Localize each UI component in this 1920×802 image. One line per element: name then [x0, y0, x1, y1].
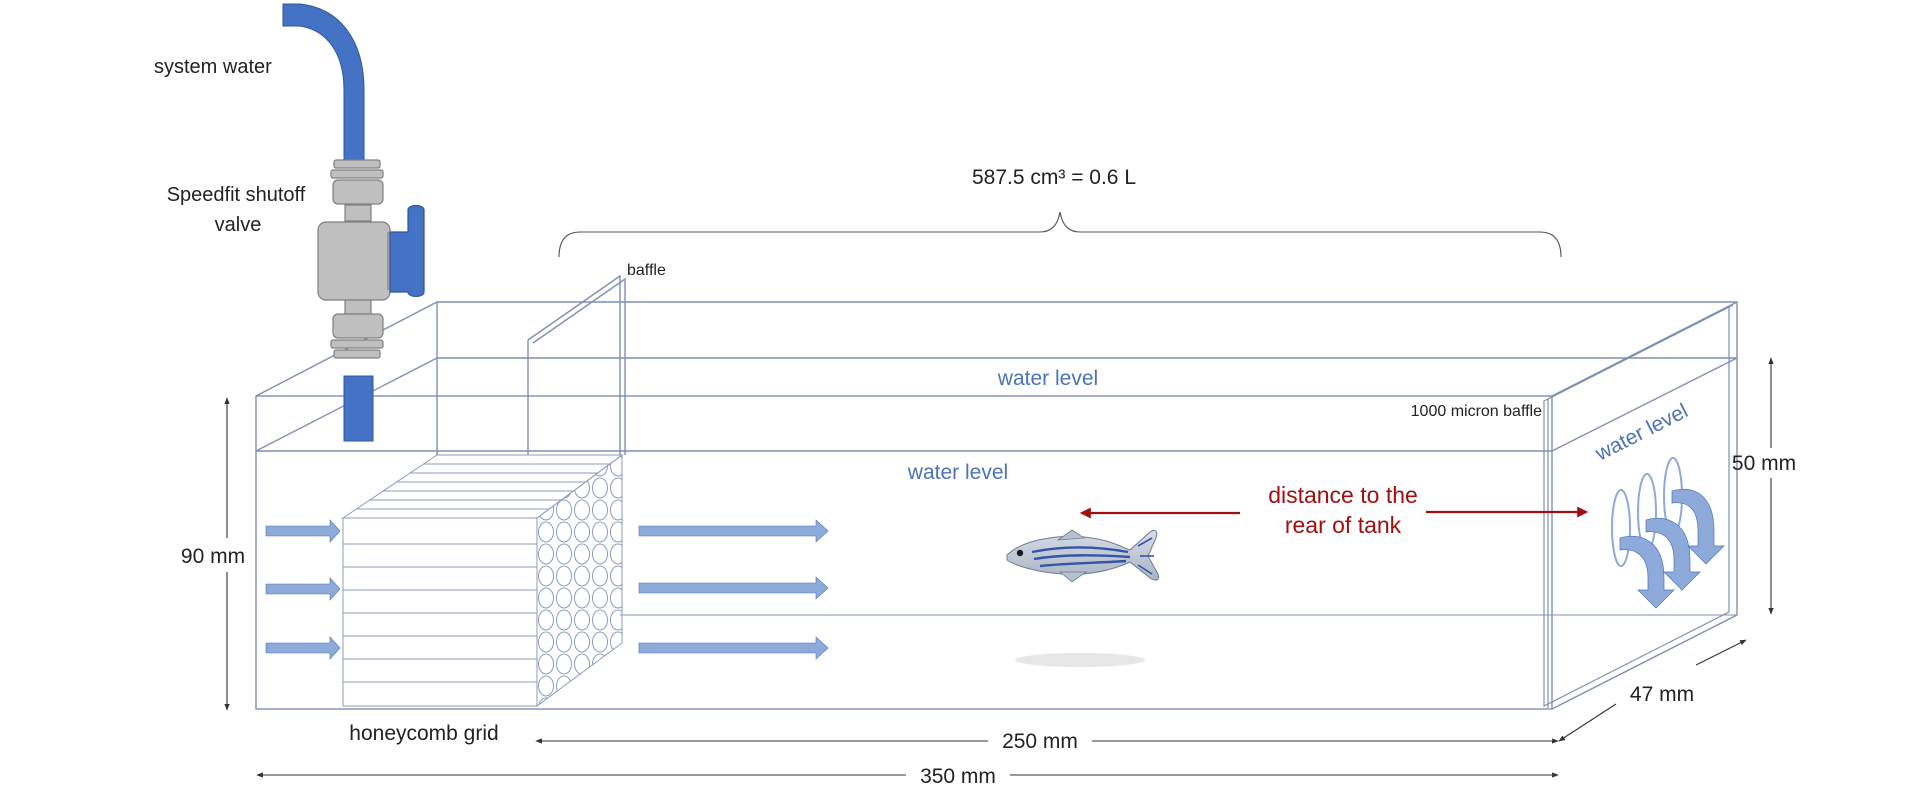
distance-label-line1: distance to the — [1268, 482, 1418, 508]
volume-label: 587.5 cm³ = 0.6 L — [972, 166, 1136, 189]
outflow-arrow-1 — [638, 519, 829, 543]
height-50mm-label: 50 mm — [1732, 452, 1796, 475]
shutoff-valve-icon — [317, 159, 425, 359]
inflow-arrows — [265, 519, 829, 660]
outflow-arrow-2 — [638, 576, 829, 600]
micron-baffle-label: 1000 micron baffle — [1411, 403, 1542, 420]
outflow-arrow-3 — [638, 636, 829, 660]
water-level-front-label: water level — [907, 461, 1008, 484]
curved-arrow-1 — [1619, 535, 1675, 609]
system-water-pipe — [282, 3, 374, 442]
honeycomb-grid — [341, 454, 624, 707]
distance-arrows — [1079, 506, 1589, 519]
curved-arrow-2 — [1645, 517, 1701, 591]
outlet-curved-arrows — [1611, 457, 1725, 609]
system-water-label: system water — [154, 56, 272, 78]
zebrafish-icon — [1006, 529, 1159, 667]
tank-edge-top-left — [255, 301, 438, 397]
depth-47mm-label: 47 mm — [1630, 683, 1694, 706]
inflow-arrow-3 — [265, 636, 341, 660]
tank-edge-bottom-right — [1551, 614, 1738, 710]
water-level-back-label: water level — [997, 367, 1098, 390]
inflow-arrow-1 — [265, 519, 341, 543]
inflow-arrow-2 — [265, 577, 341, 601]
dim-47mm-lower — [1558, 703, 1617, 742]
length-350mm-label: 350 mm — [920, 765, 996, 788]
baffle-label: baffle — [627, 262, 666, 279]
valve-label-line2: valve — [215, 214, 262, 236]
tank-front-face — [255, 395, 1553, 710]
water-line-right-depth — [1551, 357, 1738, 452]
length-250mm-label: 250 mm — [1002, 730, 1078, 753]
distance-label-line2: rear of tank — [1285, 512, 1402, 538]
honeycomb-grid-label: honeycomb grid — [349, 722, 498, 745]
tank-edge-top-right — [1551, 301, 1738, 397]
water-level-right-label: water level — [1591, 399, 1692, 466]
dim-47mm-upper — [1695, 639, 1747, 666]
tank — [255, 301, 1738, 710]
height-90mm-label: 90 mm — [181, 545, 245, 568]
volume-brace — [558, 211, 1562, 258]
valve-label-line1: Speedfit shutoff — [167, 184, 306, 206]
dimension-lines — [224, 357, 1774, 778]
curved-arrow-3 — [1671, 488, 1725, 565]
